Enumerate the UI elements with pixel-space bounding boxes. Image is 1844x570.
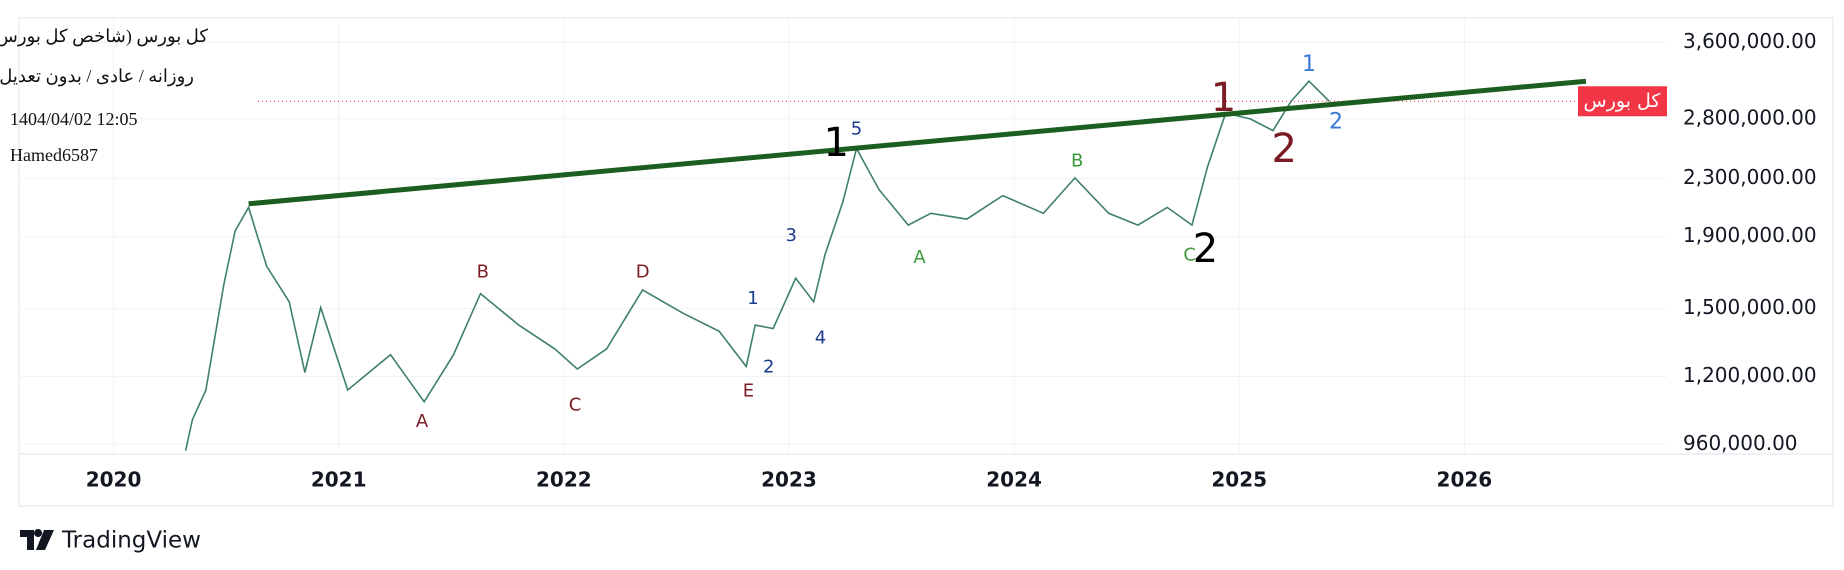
wave-label: 1 — [747, 288, 758, 309]
x-tick-label: 2020 — [86, 468, 142, 492]
wave-label: D — [636, 261, 650, 282]
wave-label: C — [569, 394, 582, 415]
logo: TradingView — [20, 528, 201, 554]
x-tick-label: 2025 — [1211, 468, 1267, 492]
x-tick-label: 2024 — [986, 468, 1042, 492]
y-tick-label: 2,300,000.00 — [1683, 165, 1817, 189]
wave-label: C — [1183, 245, 1196, 266]
wave-label: 2 — [763, 357, 774, 378]
wave-label: A — [416, 411, 429, 432]
price-label: کل بورس — [1584, 90, 1662, 112]
wave-label: B — [1071, 150, 1083, 171]
wave-label: 2 — [1193, 226, 1218, 272]
price-label-box — [1578, 86, 1667, 117]
y-tick-label: 2,800,000.00 — [1683, 105, 1817, 129]
wave-label: 1 — [1302, 52, 1316, 77]
wave-label: 2 — [1329, 110, 1343, 135]
x-tick-label: 2026 — [1437, 468, 1493, 492]
x-tick-label: 2023 — [761, 468, 817, 492]
wave-label: 1 — [1211, 75, 1236, 121]
y-tick-label: 1,200,000.00 — [1683, 363, 1817, 387]
x-tick-label: 2021 — [311, 468, 367, 492]
y-tick-label: 1,500,000.00 — [1683, 295, 1817, 319]
brand: TradingView — [61, 528, 201, 554]
wave-label: 4 — [815, 327, 826, 348]
trendline — [248, 78, 1587, 207]
logo-icon — [20, 529, 54, 550]
x-tick-label: 2022 — [536, 468, 592, 492]
date: 1404/04/02 12:05 — [10, 109, 138, 129]
wave-label: E — [743, 380, 754, 401]
price-line — [184, 80, 1330, 451]
settings: روزانه / عادی / بدون تعدیل — [0, 66, 194, 87]
y-tick-label: 1,900,000.00 — [1683, 223, 1817, 247]
wave-label: 3 — [785, 225, 796, 246]
y-tick-label: 3,600,000.00 — [1683, 29, 1817, 53]
wave-label: 2 — [1272, 126, 1297, 172]
y-tick-label: 960,000.00 — [1683, 431, 1798, 455]
frame — [18, 17, 1834, 507]
wave-label: B — [477, 261, 489, 282]
wave-label: A — [913, 247, 926, 268]
grid — [19, 18, 1667, 454]
wave-label: 1 — [824, 120, 849, 166]
author: Hamed6587 — [10, 145, 98, 165]
wave-label: 5 — [851, 119, 862, 140]
symbol: کل بورس (شاخص کل بورس) — [0, 26, 208, 47]
